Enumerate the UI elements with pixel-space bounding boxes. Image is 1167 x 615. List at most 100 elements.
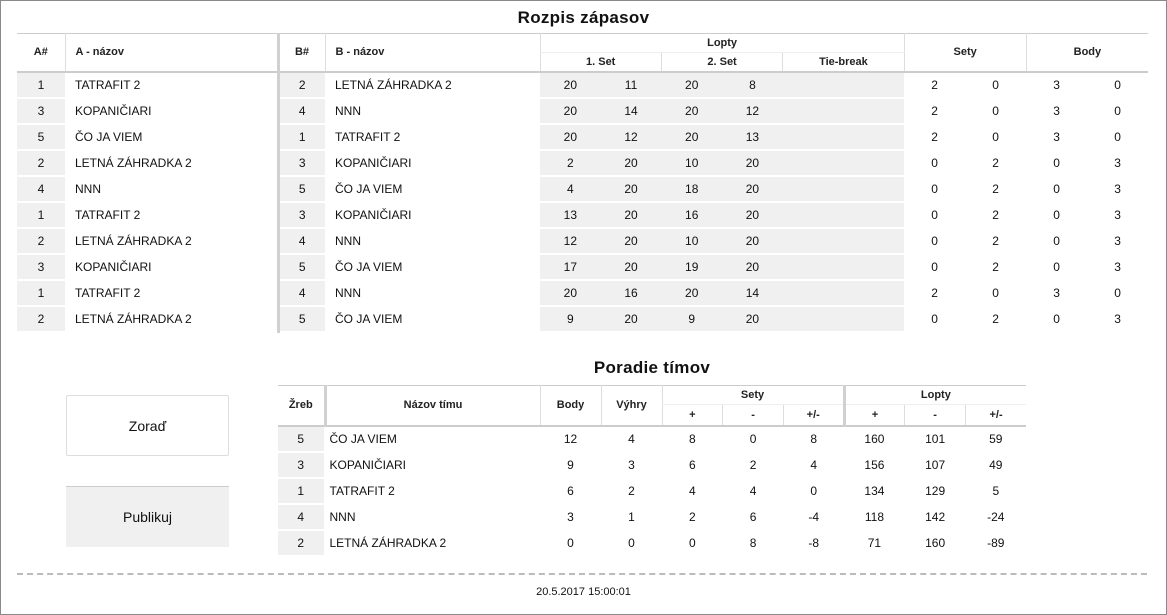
s2-score-a: 20 [661, 123, 723, 151]
publish-button[interactable]: Publikuj [66, 486, 229, 547]
team-b-name: ČO JA VIEM [325, 305, 540, 333]
tb-score-b [843, 201, 905, 229]
tb-score-b [843, 279, 905, 307]
team-b-name: KOPANIČIARI [325, 149, 540, 177]
tb-score-a [782, 305, 844, 333]
points-a: 3 [1026, 71, 1088, 99]
points-a: 3 [1026, 97, 1088, 125]
wins: 1 [601, 503, 662, 531]
team-b-number: 1 [276, 123, 325, 151]
standings-row: 4 NNN 3 1 2 6 -4 118 142 -24 [278, 503, 1027, 531]
header-lopty-diff: +/- [964, 404, 1027, 426]
team-a-name: NNN [65, 175, 278, 203]
header-tiebreak: Tie-break [782, 52, 905, 72]
match-row: 3 KOPANIČIARI 5 ČO JA VIEM 17 20 19 20 0 2 0 3 [17, 253, 1149, 281]
s2-score-a: 20 [661, 279, 723, 307]
divider [17, 573, 1147, 575]
team-a-number: 2 [17, 227, 65, 255]
sets-diff: -4 [783, 503, 845, 531]
team-a-number: 1 [17, 201, 65, 229]
team-name: LETNÁ ZÁHRADKA 2 [323, 529, 540, 557]
points: 3 [540, 503, 601, 531]
team-b-number: 3 [276, 149, 325, 177]
sets-b: 2 [965, 149, 1027, 177]
team-b-number: 5 [276, 253, 325, 281]
s1-score-a: 12 [540, 227, 601, 255]
points-b: 0 [1087, 71, 1149, 99]
tb-score-b [843, 71, 905, 99]
s2-score-b: 20 [722, 253, 783, 281]
sets-plus: 0 [662, 529, 723, 557]
tb-score-b [843, 253, 905, 281]
team-a-number: 5 [17, 123, 65, 151]
match-row: 1 TATRAFIT 2 2 LETNÁ ZÁHRADKA 2 20 11 20 8 2 0 3 0 [17, 71, 1149, 99]
s1-score-b: 20 [600, 201, 662, 229]
wins: 3 [601, 451, 662, 479]
tb-score-a [782, 279, 844, 307]
team-a-name: KOPANIČIARI [65, 97, 278, 125]
s1-score-a: 17 [540, 253, 601, 281]
sets-minus: 0 [722, 425, 784, 453]
sets-a: 0 [904, 201, 966, 229]
sets-plus: 6 [662, 451, 723, 479]
tb-score-a [782, 123, 844, 151]
footer-timestamp: 20.5.2017 15:00:01 [536, 586, 631, 598]
tb-score-a [782, 175, 844, 203]
sets-a: 0 [904, 149, 966, 177]
balls-plus: 71 [844, 529, 905, 557]
header-b-num: B# [276, 33, 325, 72]
wins: 4 [601, 425, 662, 453]
header-body: Body [1025, 33, 1149, 72]
sets-a: 2 [904, 71, 966, 99]
points-a: 0 [1026, 305, 1088, 333]
sets-a: 0 [904, 175, 966, 203]
s2-score-a: 10 [661, 149, 723, 177]
team-name: NNN [323, 503, 540, 531]
team-a-number: 1 [17, 71, 65, 99]
draw-number: 1 [278, 477, 325, 505]
balls-plus: 118 [844, 503, 905, 531]
s1-score-b: 20 [600, 305, 662, 333]
header-lopty: Lopty [842, 385, 1027, 405]
team-a-name: LETNÁ ZÁHRADKA 2 [65, 227, 278, 255]
tb-score-a [782, 227, 844, 255]
tb-score-b [843, 175, 905, 203]
sets-b: 0 [965, 71, 1027, 99]
tb-score-b [843, 305, 905, 333]
sets-b: 2 [965, 253, 1027, 281]
balls-plus: 134 [844, 477, 905, 505]
schedule-title: Rozpis zápasov [517, 8, 650, 27]
sets-diff: 8 [783, 425, 845, 453]
balls-diff: 49 [965, 451, 1027, 479]
sets-diff: 0 [783, 477, 845, 505]
sort-button[interactable]: Zoraď [66, 395, 229, 456]
sets-b: 0 [965, 279, 1027, 307]
header-team-name: Názov tímu [323, 385, 540, 426]
points-b: 3 [1087, 149, 1149, 177]
team-b-number: 2 [276, 71, 325, 99]
sets-minus: 2 [722, 451, 784, 479]
team-a-number: 1 [17, 279, 65, 307]
s1-score-a: 13 [540, 201, 601, 229]
header-lopty-plus: + [842, 404, 905, 426]
team-a-number: 3 [17, 253, 65, 281]
sets-minus: 6 [722, 503, 784, 531]
tb-score-b [843, 149, 905, 177]
tb-score-a [782, 97, 844, 125]
points-b: 3 [1087, 227, 1149, 255]
balls-diff: -89 [965, 529, 1027, 557]
team-a-name: LETNÁ ZÁHRADKA 2 [65, 149, 278, 177]
points: 0 [540, 529, 601, 557]
tb-score-a [782, 253, 844, 281]
header-lopty-minus: - [904, 404, 966, 426]
tb-score-a [782, 201, 844, 229]
draw-number: 2 [278, 529, 325, 557]
s2-score-b: 14 [722, 279, 783, 307]
sets-a: 2 [904, 279, 966, 307]
match-row: 2 LETNÁ ZÁHRADKA 2 3 KOPANIČIARI 2 20 10 20 0 2 0 3 [17, 149, 1149, 177]
tb-score-b [843, 97, 905, 125]
points-a: 0 [1026, 175, 1088, 203]
sets-a: 0 [904, 253, 966, 281]
draw-number: 5 [278, 425, 325, 453]
team-a-name: TATRAFIT 2 [65, 279, 278, 307]
